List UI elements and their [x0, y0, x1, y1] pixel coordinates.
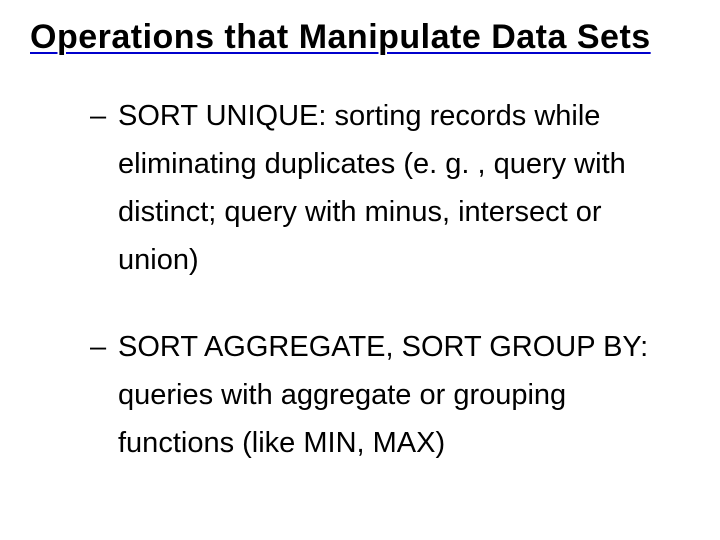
bullet-list: SORT UNIQUE: sorting records while elimi… [30, 93, 690, 468]
bullet-text: SORT AGGREGATE, SORT GROUP BY: queries w… [118, 331, 648, 459]
slide-title: Operations that Manipulate Data Sets [30, 18, 690, 57]
list-item: SORT AGGREGATE, SORT GROUP BY: queries w… [90, 324, 690, 468]
slide: Operations that Manipulate Data Sets SOR… [0, 0, 720, 540]
list-item: SORT UNIQUE: sorting records while elimi… [90, 93, 690, 284]
bullet-text: SORT UNIQUE: sorting records while elimi… [118, 100, 626, 276]
